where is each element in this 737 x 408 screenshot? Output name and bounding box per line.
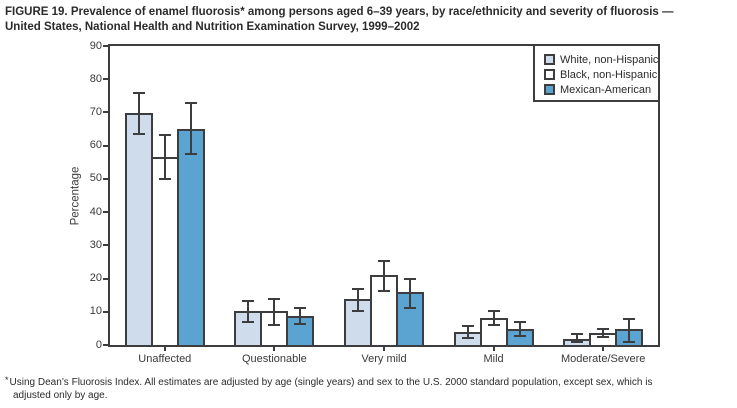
y-axis-tick-10 xyxy=(103,310,108,313)
error-cap-top-black-non-hispanic-unaffected xyxy=(158,134,171,137)
error-bar-black-non-hispanic-moderate-severe xyxy=(602,329,605,338)
error-bar-mexican-american-mild xyxy=(518,322,521,337)
y-axis-label-50: 50 xyxy=(89,172,102,185)
legend-item-white-non-hispanic: White, non-Hispanic xyxy=(544,52,658,67)
y-axis-tick-50 xyxy=(103,177,108,180)
legend-label-mexican-american: Mexican-American xyxy=(560,83,652,96)
error-cap-top-mexican-american-questionable xyxy=(294,306,307,309)
error-cap-top-mexican-american-unaffected xyxy=(184,102,197,105)
error-cap-bottom-mexican-american-unaffected xyxy=(184,153,197,155)
error-cap-bottom-white-non-hispanic-moderate-severe xyxy=(571,340,584,343)
y-axis-label-90: 90 xyxy=(89,39,102,52)
legend-item-mexican-american: Mexican-American xyxy=(544,82,658,97)
error-bar-mexican-american-very-mild xyxy=(409,279,411,308)
error-cap-top-black-non-hispanic-questionable xyxy=(268,297,281,300)
error-bar-mexican-american-unaffected xyxy=(189,103,192,154)
y-axis-tick-0 xyxy=(103,344,108,346)
error-bar-mexican-american-questionable xyxy=(299,307,302,325)
y-axis-tick-30 xyxy=(103,244,108,247)
error-cap-top-white-non-hispanic-very-mild xyxy=(352,287,364,290)
error-bar-white-non-hispanic-questionable xyxy=(247,300,250,322)
error-bar-white-non-hispanic-mild xyxy=(466,325,469,339)
y-axis-tick-90 xyxy=(103,45,108,47)
bar-mexican-american-unaffected xyxy=(176,128,205,345)
error-cap-bottom-black-non-hispanic-mild xyxy=(487,324,500,327)
bar-white-non-hispanic-unaffected xyxy=(124,113,153,345)
error-cap-bottom-black-non-hispanic-questionable xyxy=(268,324,281,327)
error-cap-top-mexican-american-moderate-severe xyxy=(623,318,636,321)
error-bar-black-non-hispanic-very-mild xyxy=(383,261,385,291)
footnote-text: Using Dean’s Fluorosis Index. All estima… xyxy=(9,377,653,401)
y-axis-title-box: Percentage xyxy=(35,46,115,345)
error-bar-black-non-hispanic-questionable xyxy=(273,298,276,326)
error-cap-top-white-non-hispanic-unaffected xyxy=(132,92,145,95)
error-cap-top-mexican-american-mild xyxy=(513,321,526,324)
error-bar-white-non-hispanic-moderate-severe xyxy=(576,334,579,342)
y-axis-label-20: 20 xyxy=(89,272,102,285)
legend-swatch-mexican-american xyxy=(544,84,555,95)
error-cap-top-black-non-hispanic-mild xyxy=(487,310,500,313)
error-cap-bottom-black-non-hispanic-moderate-severe xyxy=(597,336,610,339)
error-bar-mexican-american-moderate-severe xyxy=(628,319,631,342)
y-axis-label-80: 80 xyxy=(89,72,102,85)
legend-label-white-non-hispanic: White, non-Hispanic xyxy=(560,53,659,66)
plot-area: Percentage White, non-Hispanic Black, no… xyxy=(69,40,660,365)
error-cap-top-mexican-american-very-mild xyxy=(404,278,416,281)
y-axis-tick-60 xyxy=(103,144,108,147)
y-axis-label-60: 60 xyxy=(89,139,102,152)
error-cap-top-black-non-hispanic-moderate-severe xyxy=(597,328,610,331)
error-bar-white-non-hispanic-very-mild xyxy=(357,288,359,311)
error-cap-bottom-black-non-hispanic-very-mild xyxy=(378,289,390,292)
error-cap-bottom-white-non-hispanic-mild xyxy=(461,337,474,340)
footnote-marker: * xyxy=(5,375,9,385)
y-axis-label-0: 0 xyxy=(95,338,102,351)
error-bar-black-non-hispanic-mild xyxy=(492,311,495,326)
error-bar-white-non-hispanic-unaffected xyxy=(137,93,140,135)
x-axis-tick-very-mild xyxy=(383,347,385,351)
legend-swatch-black-non-hispanic xyxy=(544,69,555,80)
x-axis-tick-unaffected xyxy=(163,347,166,351)
legend-item-black-non-hispanic: Black, non-Hispanic xyxy=(544,67,658,82)
x-axis-tick-mild xyxy=(492,347,495,351)
x-axis-tick-questionable xyxy=(273,347,276,351)
error-cap-bottom-mexican-american-questionable xyxy=(294,323,307,326)
y-axis-label-70: 70 xyxy=(89,105,102,118)
y-axis-label-40: 40 xyxy=(89,205,102,218)
bar-black-non-hispanic-unaffected xyxy=(150,157,179,345)
figure-title: FIGURE 19. Prevalence of enamel fluorosi… xyxy=(5,6,674,34)
legend-label-black-non-hispanic: Black, non-Hispanic xyxy=(560,68,658,81)
error-cap-bottom-mexican-american-moderate-severe xyxy=(623,340,636,343)
x-axis-tick-moderate-severe xyxy=(602,347,605,351)
y-axis-tick-40 xyxy=(103,211,108,214)
x-axis-label-moderate-severe: Moderate/Severe xyxy=(560,353,646,365)
error-cap-top-white-non-hispanic-moderate-severe xyxy=(571,333,584,335)
y-axis-label-10: 10 xyxy=(89,305,102,318)
error-cap-top-black-non-hispanic-very-mild xyxy=(378,260,390,263)
error-cap-bottom-black-non-hispanic-unaffected xyxy=(158,177,171,180)
y-axis-tick-20 xyxy=(103,277,108,280)
error-bar-black-non-hispanic-unaffected xyxy=(163,135,166,179)
x-axis-label-unaffected: Unaffected xyxy=(138,353,192,365)
x-axis-label-very-mild: Very mild xyxy=(361,353,407,365)
error-cap-top-white-non-hispanic-questionable xyxy=(242,299,255,302)
legend-swatch-white-non-hispanic xyxy=(544,54,555,65)
x-axis-label-questionable: Questionable xyxy=(241,353,307,365)
y-axis-tick-70 xyxy=(103,111,108,114)
error-cap-bottom-white-non-hispanic-questionable xyxy=(242,320,255,323)
x-axis-label-mild: Mild xyxy=(483,353,504,365)
legend: White, non-Hispanic Black, non-Hispanic … xyxy=(533,44,660,102)
y-axis-label-30: 30 xyxy=(89,238,102,251)
error-cap-top-white-non-hispanic-mild xyxy=(461,324,474,327)
y-axis-tick-80 xyxy=(103,78,108,81)
footnote: *Using Dean’s Fluorosis Index. All estim… xyxy=(5,375,737,402)
error-cap-bottom-mexican-american-mild xyxy=(513,335,526,338)
error-cap-bottom-white-non-hispanic-unaffected xyxy=(132,133,145,136)
error-cap-bottom-white-non-hispanic-very-mild xyxy=(352,309,364,312)
error-cap-bottom-mexican-american-very-mild xyxy=(404,306,416,309)
